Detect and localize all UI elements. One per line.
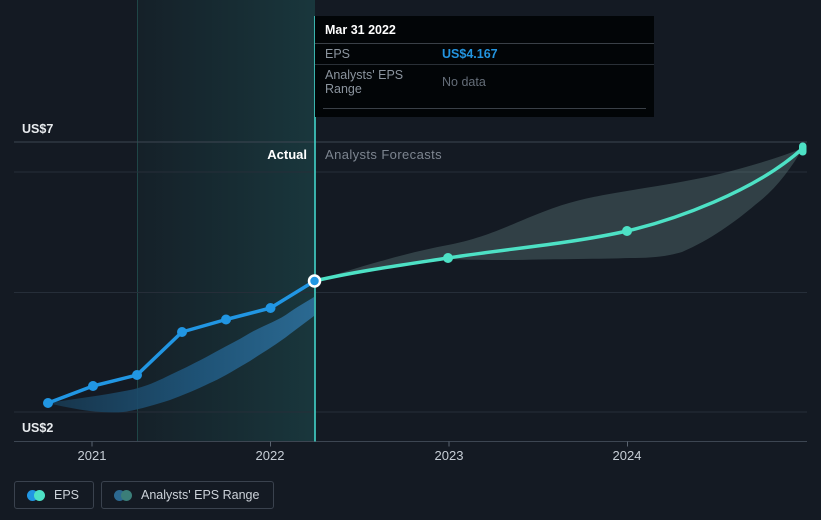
x-tick-label-2023: 2023 <box>434 448 464 463</box>
forecast-data-point[interactable] <box>443 253 453 263</box>
tooltip-date: Mar 31 2022 <box>315 16 654 44</box>
y-axis-label-top: US$7 <box>22 122 54 136</box>
forecast-end-marker <box>799 142 807 156</box>
selected-data-point[interactable] <box>307 274 322 288</box>
actual-section-label: Actual <box>267 147 307 162</box>
legend: EPS Analysts' EPS Range <box>14 481 275 509</box>
x-tick-label-2021: 2021 <box>77 448 107 463</box>
tooltip-row-range: Analysts' EPS Range No data <box>315 65 654 99</box>
actual-highlight-band <box>137 0 315 442</box>
actual-data-point[interactable] <box>132 370 142 380</box>
x-tick-label-2022: 2022 <box>255 448 285 463</box>
tooltip-row-eps: EPS US$4.167 <box>315 44 654 65</box>
actual-data-point[interactable] <box>88 381 98 391</box>
tooltip-eps-label: EPS <box>325 47 351 61</box>
actual-data-point[interactable] <box>265 303 276 313</box>
forecast-eps-line[interactable] <box>312 146 805 283</box>
analysts-range-band-forecast <box>314 148 803 281</box>
actual-data-point[interactable] <box>177 327 187 337</box>
forecast-data-point[interactable] <box>622 226 632 236</box>
legend-item-analysts-range[interactable]: Analysts' EPS Range <box>101 481 275 509</box>
analysts-range-band-past <box>48 297 314 413</box>
tooltip-range-value: No data <box>442 75 486 89</box>
tooltip: Mar 31 2022 EPS US$4.167 Analysts' EPS R… <box>315 16 654 117</box>
tooltip-bottom-rule <box>323 108 646 109</box>
x-tick-label-2024: 2024 <box>612 448 642 463</box>
legend-range-label: Analysts' EPS Range <box>141 488 260 502</box>
tooltip-range-label: Analysts' EPS Range <box>325 68 404 96</box>
chart-canvas[interactable] <box>0 0 821 472</box>
eps-series-icon <box>27 489 45 501</box>
actual-data-point[interactable] <box>221 314 231 325</box>
forecasts-section-label: Analysts Forecasts <box>325 147 443 162</box>
legend-item-eps[interactable]: EPS <box>14 481 95 509</box>
actual-data-point[interactable] <box>43 398 53 408</box>
y-axis-label-bottom: US$2 <box>22 421 54 435</box>
analysts-range-icon <box>114 489 133 501</box>
legend-eps-label: EPS <box>54 488 80 502</box>
tooltip-eps-value: US$4.167 <box>442 47 498 61</box>
